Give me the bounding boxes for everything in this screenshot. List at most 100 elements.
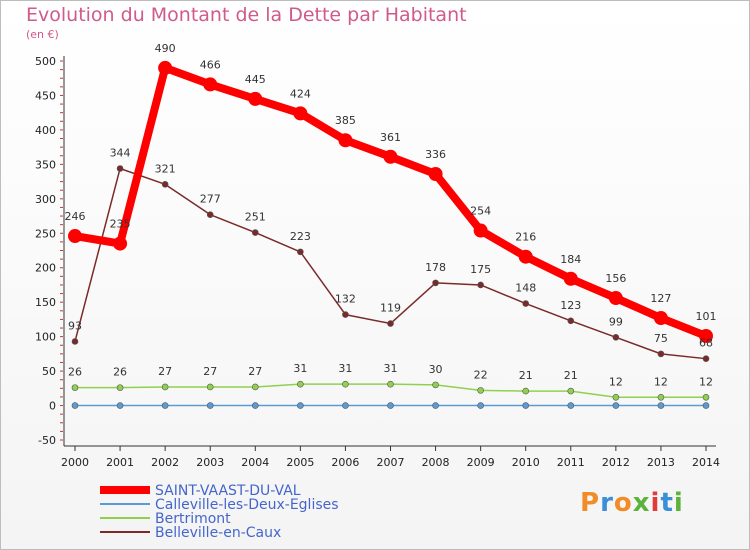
data-point xyxy=(342,402,349,409)
data-label: 178 xyxy=(425,261,446,274)
data-point xyxy=(657,350,665,358)
data-label: 26 xyxy=(113,366,127,379)
data-label: 93 xyxy=(68,319,82,332)
data-point xyxy=(206,402,214,409)
y-tick-label: 200 xyxy=(35,262,56,275)
chart-unit-label: (en €) xyxy=(26,28,59,41)
x-tick-label: 2009 xyxy=(467,456,495,469)
data-point xyxy=(518,249,533,264)
data-point xyxy=(432,381,439,389)
legend-label: Bertrimont xyxy=(155,511,231,527)
data-label: 175 xyxy=(470,263,491,276)
legend-label: Belleville-en-Caux xyxy=(155,525,281,541)
data-point xyxy=(251,383,259,391)
data-point xyxy=(432,279,439,287)
data-point xyxy=(702,355,710,362)
data-point xyxy=(206,383,214,391)
data-point xyxy=(702,393,710,401)
data-point xyxy=(428,167,443,182)
data-label: 31 xyxy=(338,362,352,375)
y-tick-label: 500 xyxy=(35,55,56,68)
data-point xyxy=(161,181,169,188)
data-label: 12 xyxy=(609,375,623,388)
data-point xyxy=(71,402,79,409)
data-point xyxy=(522,387,530,395)
data-label: 27 xyxy=(203,365,217,378)
data-point xyxy=(251,402,259,409)
data-point xyxy=(477,387,484,394)
data-point xyxy=(71,338,79,345)
data-label: 466 xyxy=(200,58,221,71)
y-tick-label: 100 xyxy=(35,331,56,344)
x-tick-label: 2010 xyxy=(512,456,540,469)
series-line-3 xyxy=(74,167,707,360)
x-tick-label: 2003 xyxy=(196,456,224,469)
data-point xyxy=(248,91,263,106)
x-tick-label: 2011 xyxy=(557,456,585,469)
y-tick-label: 0 xyxy=(49,400,56,413)
data-label: 132 xyxy=(335,293,356,306)
data-point xyxy=(203,77,218,92)
x-tick-label: 2006 xyxy=(331,456,359,469)
data-label: 336 xyxy=(425,148,446,161)
data-label: 277 xyxy=(200,193,221,206)
x-tick-label: 2005 xyxy=(286,456,314,469)
data-point xyxy=(657,402,665,409)
logo-letter: t xyxy=(660,488,674,518)
data-label: 101 xyxy=(696,310,717,323)
data-point xyxy=(342,380,349,388)
data-point xyxy=(342,311,349,318)
data-point xyxy=(477,402,484,409)
data-point xyxy=(297,402,304,409)
x-tick-label: 2012 xyxy=(602,456,630,469)
y-tick-label: 50 xyxy=(42,365,56,378)
data-point xyxy=(116,165,124,172)
data-label: 148 xyxy=(515,282,536,295)
data-label: 22 xyxy=(474,368,488,381)
data-point xyxy=(383,149,398,164)
y-tick-label: 350 xyxy=(35,158,56,171)
data-label: 490 xyxy=(155,42,176,55)
data-point xyxy=(567,387,575,395)
data-label: 254 xyxy=(470,205,491,218)
logo-letter: i xyxy=(673,488,684,518)
logo-letter: i xyxy=(650,488,661,518)
data-label: 361 xyxy=(380,131,401,144)
proxiti-logo: Proxiti xyxy=(580,488,684,518)
data-point xyxy=(702,402,710,409)
data-point xyxy=(473,223,488,238)
data-point xyxy=(699,328,713,343)
data-label: 30 xyxy=(429,363,443,376)
data-point xyxy=(161,402,169,409)
data-label: 75 xyxy=(654,332,668,345)
data-point xyxy=(251,229,259,236)
data-label: 156 xyxy=(605,272,626,285)
data-point xyxy=(567,402,575,409)
data-point xyxy=(653,311,668,326)
data-label: 344 xyxy=(110,146,131,159)
data-point xyxy=(206,211,214,218)
data-point xyxy=(612,402,620,409)
data-point xyxy=(612,334,620,341)
data-label: 246 xyxy=(65,210,86,223)
x-tick-label: 2007 xyxy=(377,456,405,469)
data-label: 31 xyxy=(293,362,307,375)
data-label: 251 xyxy=(245,211,266,224)
data-point xyxy=(338,133,353,148)
y-tick-label: 250 xyxy=(35,227,56,240)
x-tick-label: 2013 xyxy=(647,456,675,469)
data-point xyxy=(293,106,308,121)
x-tick-label: 2000 xyxy=(61,456,89,469)
data-label: 12 xyxy=(654,375,668,388)
data-label: 123 xyxy=(560,299,581,312)
data-label: 424 xyxy=(290,87,311,100)
data-point xyxy=(161,383,169,391)
data-label: 68 xyxy=(699,337,713,350)
data-point xyxy=(116,402,124,409)
data-point xyxy=(612,393,620,401)
data-point xyxy=(522,300,530,307)
data-label: 12 xyxy=(699,375,713,388)
data-label: 21 xyxy=(519,369,533,382)
logo-letter: o xyxy=(613,488,633,518)
